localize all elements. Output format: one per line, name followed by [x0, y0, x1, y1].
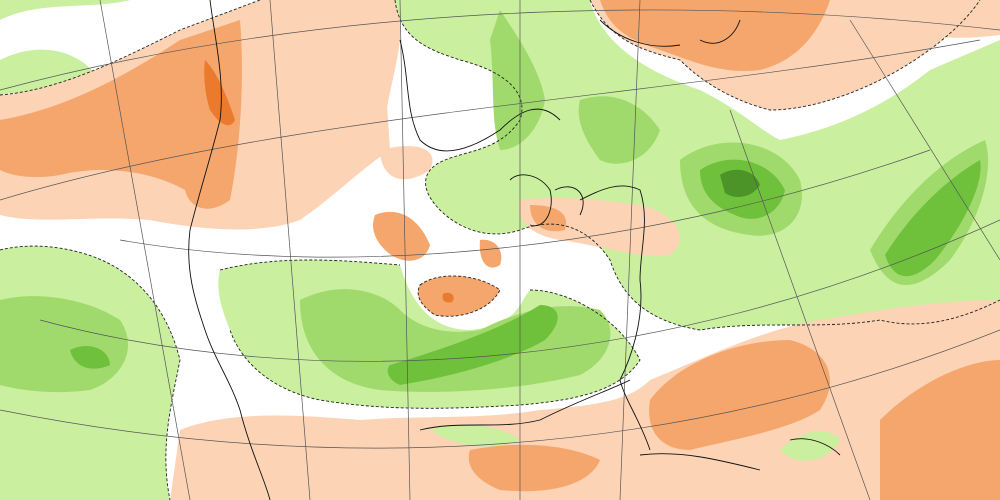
coastline	[639, 438, 841, 471]
contour	[417, 275, 501, 317]
latitude-line	[0, 329, 1000, 449]
longitude-line	[399, 0, 411, 500]
coastlines	[188, 0, 841, 500]
negative-region	[880, 0, 1000, 38]
negative-region	[375, 0, 400, 160]
positive-region	[0, 246, 640, 500]
contour	[0, 0, 261, 96]
strong-positive-region	[700, 159, 981, 277]
negative-region	[373, 205, 567, 317]
coastline	[419, 379, 631, 431]
strong-negative-region	[204, 60, 235, 126]
positive-region	[490, 10, 660, 164]
longitude-line	[99, 0, 191, 500]
latitude-line	[119, 149, 931, 258]
contour	[589, 0, 981, 111]
contour	[219, 259, 641, 409]
coastline	[399, 39, 561, 152]
coastline	[599, 19, 741, 47]
latitude-line	[0, 9, 1000, 91]
strong-negative-region	[442, 292, 454, 303]
coastline	[509, 174, 584, 227]
contour	[394, 0, 1000, 331]
negative-region	[600, 0, 830, 71]
positive-region	[0, 0, 130, 95]
latitude-line	[39, 219, 1000, 362]
contour	[0, 245, 181, 500]
longitude-line	[269, 0, 311, 500]
negative-region	[380, 146, 680, 257]
longitude-line	[849, 19, 1000, 261]
coastline	[579, 185, 651, 451]
negative-region	[468, 340, 1000, 500]
strongest-positive-region	[720, 169, 760, 197]
negative-region	[0, 20, 242, 209]
longitude-line	[729, 109, 871, 500]
longitude-line	[619, 0, 641, 500]
strong-positive-region	[70, 305, 558, 385]
latitude-line	[0, 39, 981, 201]
coastline	[188, 0, 271, 500]
